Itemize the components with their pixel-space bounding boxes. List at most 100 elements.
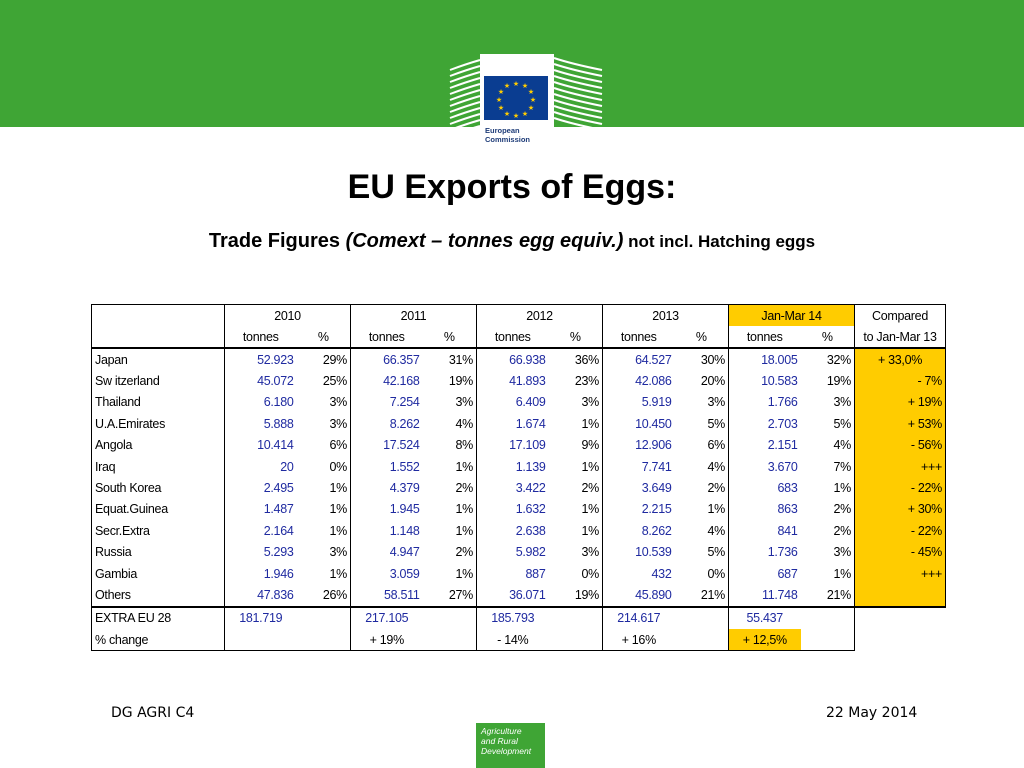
unit-tonnes-header: tonnes: [476, 326, 549, 349]
country-cell: Japan: [91, 348, 225, 371]
compared-cell: - 56%: [854, 434, 946, 456]
country-cell: Others: [91, 584, 225, 608]
pct-cell: 2%: [833, 502, 852, 517]
pct-cell: 1%: [329, 502, 348, 517]
tonnes-cell: 7.254: [350, 391, 423, 414]
pct-cell: 32%: [826, 352, 851, 367]
year-header: 2011: [350, 304, 477, 326]
table-row: Japan 52.923 29% 66.357 31% 66.938 36% 64.527 30…: [91, 348, 946, 371]
tonnes-cell: 2.215: [602, 498, 675, 521]
svg-text:★: ★: [498, 88, 504, 96]
agri-badge-line-1: Agriculture: [481, 726, 522, 736]
tonnes-cell: 3.649: [602, 477, 675, 499]
pct-cell: 3%: [329, 416, 348, 431]
tonnes-cell: 1.148: [350, 520, 423, 542]
pct-cell: 0%: [707, 566, 726, 581]
tonnes-cell: 6.409: [476, 391, 549, 414]
tonnes-cell: 1.945: [350, 498, 423, 521]
pct-cell: 4%: [707, 459, 726, 474]
tonnes-cell: 683: [728, 477, 801, 499]
unit-tonnes-header: tonnes: [224, 326, 297, 349]
table-row: South Korea 2.495 1% 4.379 2% 3.422 2% 3.649 2% 6…: [91, 477, 946, 499]
pct-cell: 9%: [581, 438, 600, 453]
total-pct-cell: [675, 607, 729, 629]
tonnes-cell: 432: [602, 562, 675, 585]
pct-cell: 7%: [833, 459, 852, 474]
pct-cell: 5%: [833, 416, 852, 431]
country-cell: Sw itzerland: [91, 370, 225, 392]
agri-badge-line-2: and Rural: [481, 736, 518, 746]
total-tonnes-cell: 185.793: [476, 606, 549, 630]
pct-cell: 36%: [574, 352, 599, 367]
page-title: EU Exports of Eggs:: [347, 168, 677, 206]
pct-cell: 1%: [455, 566, 474, 581]
pct-cell: 19%: [448, 374, 473, 389]
exports-table: 2010 2011 2012 2013 Jan-Mar 14 Compared tonnes…: [91, 304, 946, 652]
european-commission-logo: ★ ★ ★ ★ ★ ★ ★ ★ ★ ★ ★ ★ European Commission: [448, 48, 606, 156]
table-row: Gambia 1.946 1% 3.059 1% 887 0% 432 0% 687 1% +++: [91, 562, 946, 585]
pct-cell: 21%: [800, 584, 855, 608]
pct-cell: 3%: [833, 545, 852, 560]
tonnes-cell: 1.552: [350, 455, 423, 478]
change-pct-cell: [674, 629, 729, 652]
pct-cell: 25%: [322, 374, 347, 389]
tonnes-cell: 8.262: [350, 413, 423, 435]
tonnes-cell: 18.005: [728, 348, 801, 371]
svg-text:★: ★: [504, 110, 510, 118]
unit-tonnes-header: tonnes: [728, 326, 801, 349]
compared-cell: + 53%: [854, 413, 946, 435]
tonnes-cell: 17.109: [476, 434, 549, 456]
pct-cell: 0%: [329, 459, 348, 474]
pct-cell: 6%: [707, 438, 726, 453]
tonnes-cell: 47.836: [224, 584, 297, 608]
pct-cell: 1%: [581, 459, 600, 474]
tonnes-cell: 2.703: [728, 413, 801, 435]
year-header: 2010: [224, 304, 351, 326]
country-cell: Thailand: [91, 391, 225, 414]
tonnes-cell: 3.670: [728, 455, 801, 478]
logo-line-2: Commission: [485, 135, 531, 144]
compared-header-2: to Jan-Mar 13: [854, 326, 946, 349]
pct-cell: 27%: [422, 584, 477, 608]
tonnes-cell: 3.059: [350, 562, 423, 585]
country-cell: Russia: [91, 541, 225, 563]
pct-cell: 8%: [455, 438, 474, 453]
compared-cell: [854, 584, 946, 608]
tonnes-cell: 41.893: [476, 370, 549, 392]
table-row: Equat.Guinea 1.487 1% 1.945 1% 1.632 1% 2.215 1%…: [91, 498, 946, 521]
change-pct-cell: [800, 629, 855, 652]
change-cell: + 19%: [350, 629, 423, 652]
tonnes-cell: 17.524: [350, 434, 423, 456]
pct-cell: 1%: [581, 502, 600, 517]
tonnes-cell: 7.741: [602, 455, 675, 478]
pct-cell: 1%: [833, 481, 852, 496]
tonnes-cell: 4.379: [350, 477, 423, 499]
pct-cell: 3%: [329, 395, 348, 410]
table-row: Angola 10.414 6% 17.524 8% 17.109 9% 12.906 6% 2.…: [91, 434, 946, 456]
tonnes-cell: 10.583: [728, 370, 801, 392]
tonnes-cell: 64.527: [602, 348, 675, 371]
unit-pct-header: %: [422, 326, 477, 349]
compared-cell: + 30%: [854, 498, 946, 521]
compared-cell: - 22%: [854, 477, 946, 499]
country-cell: Gambia: [91, 562, 225, 585]
tonnes-cell: 10.539: [602, 541, 675, 563]
pct-cell: 20%: [700, 374, 725, 389]
svg-text:★: ★: [528, 104, 534, 112]
tonnes-cell: 1.766: [728, 391, 801, 414]
pct-cell: 1%: [455, 523, 474, 538]
country-cell: Iraq: [91, 455, 225, 478]
pct-cell: 1%: [455, 459, 474, 474]
total-tonnes-cell: 214.617: [602, 606, 675, 630]
tonnes-cell: 6.180: [224, 391, 297, 414]
tonnes-cell: 10.450: [602, 413, 675, 435]
subtitle-part-1: Trade Figures: [208, 230, 346, 252]
svg-text:★: ★: [513, 112, 519, 120]
change-label: % change: [91, 629, 225, 652]
total-pct-cell: [423, 607, 477, 629]
tonnes-cell: 2.495: [224, 477, 297, 499]
agri-badge-line-3: Development: [481, 746, 532, 756]
header-corner: [91, 304, 225, 326]
table-row: Iraq 20 0% 1.552 1% 1.139 1% 7.741 4% 3.670 7% +++: [91, 455, 946, 478]
tonnes-cell: 5.982: [476, 541, 549, 563]
